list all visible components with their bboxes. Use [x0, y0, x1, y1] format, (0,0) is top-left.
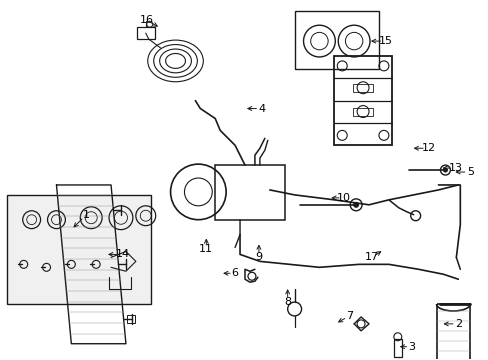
Text: 14: 14 — [116, 249, 130, 260]
Text: 7: 7 — [345, 311, 352, 321]
Text: 3: 3 — [407, 342, 414, 352]
Text: 11: 11 — [199, 244, 213, 255]
Text: 2: 2 — [454, 319, 461, 329]
Text: 9: 9 — [255, 252, 262, 262]
Bar — [436, 304, 469, 360]
Text: 17: 17 — [364, 252, 378, 262]
Text: 6: 6 — [231, 268, 238, 278]
Bar — [126, 315, 134, 323]
Bar — [393, 339, 401, 357]
Text: 8: 8 — [284, 297, 291, 307]
Text: 12: 12 — [421, 143, 435, 153]
Text: 13: 13 — [447, 163, 462, 173]
Circle shape — [443, 168, 447, 172]
Text: 5: 5 — [466, 167, 473, 177]
Text: 16: 16 — [140, 15, 153, 25]
Bar — [7, 195, 150, 304]
Text: 10: 10 — [337, 193, 350, 203]
Text: 15: 15 — [378, 36, 392, 46]
Text: 1: 1 — [82, 210, 89, 220]
Circle shape — [353, 202, 358, 207]
Bar — [352, 84, 372, 92]
Bar — [116, 206, 124, 214]
Text: 4: 4 — [258, 104, 265, 113]
Bar — [334, 56, 391, 145]
Bar — [137, 27, 154, 39]
Bar — [121, 260, 129, 268]
Bar — [294, 11, 378, 69]
Bar — [352, 108, 372, 116]
Bar — [215, 165, 284, 220]
